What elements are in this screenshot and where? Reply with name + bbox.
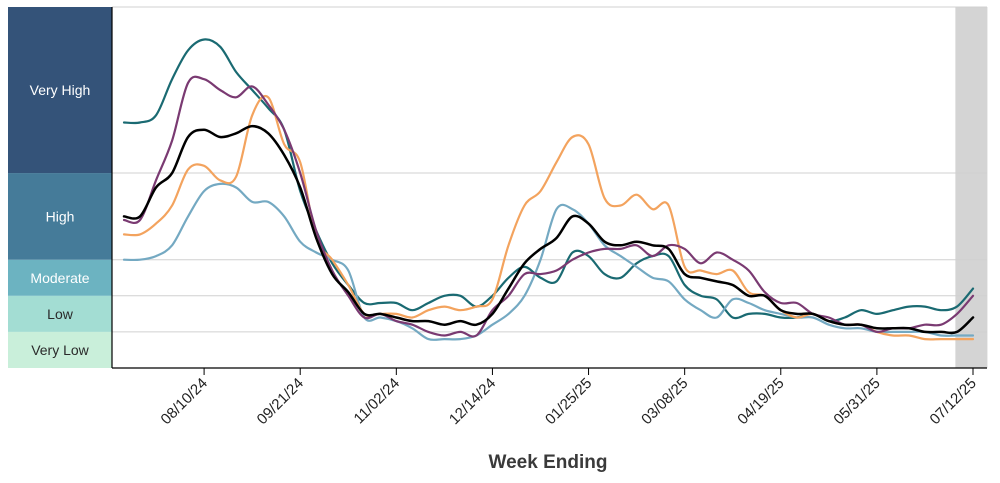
- x-tick-label: 11/02/24: [351, 375, 404, 428]
- series-line-5: [122, 124, 975, 335]
- level-band-high: [8, 173, 112, 260]
- x-tick-label: 01/25/25: [542, 375, 595, 428]
- level-band-very-high: [8, 7, 112, 174]
- x-tick-label: 09/21/24: [254, 375, 307, 428]
- x-tick-label: 08/10/24: [158, 375, 211, 428]
- series-line-1: [122, 38, 975, 323]
- grid-layer: [112, 6, 987, 333]
- series-line-2: [122, 182, 975, 341]
- level-label-high: High: [46, 208, 75, 224]
- level-label-very-high: Very High: [30, 82, 91, 98]
- series-layer: [122, 38, 975, 341]
- series-line-3: [122, 95, 975, 341]
- level-band-moderate: [8, 259, 112, 296]
- x-tick-label: 03/08/25: [638, 375, 691, 428]
- level-band-very-low: [8, 331, 112, 368]
- x-tick-label: 05/31/25: [830, 375, 883, 428]
- shaded-region: [955, 7, 988, 368]
- axis-layer: 08/10/24 09/21/24 11/02/24 12/14/24 01/25/25…: [111, 7, 987, 428]
- level-band-low: [8, 295, 112, 332]
- level-label-moderate: Moderate: [30, 270, 89, 286]
- x-tick-label: 07/12/25: [927, 375, 980, 428]
- x-tick-label: 12/14/24: [446, 375, 499, 428]
- level-label-low: Low: [47, 306, 74, 322]
- level-label-very-low: Very Low: [31, 342, 89, 358]
- shaded-region-layer: [955, 7, 988, 368]
- level-bands: Very Low Low Moderate High Very High: [8, 7, 112, 368]
- x-axis-title: Week Ending: [489, 452, 608, 473]
- x-tick-label: 04/19/25: [734, 375, 787, 428]
- series-line-4: [122, 75, 975, 338]
